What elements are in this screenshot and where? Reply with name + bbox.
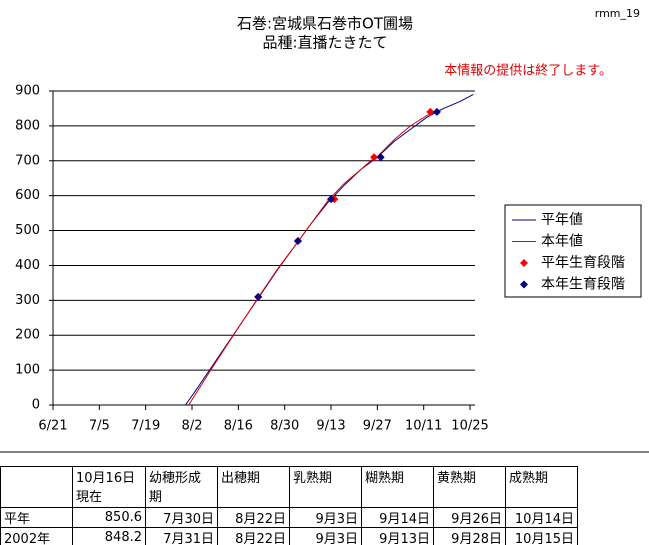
header-text: 期 <box>149 490 163 505</box>
header-text: 出穂期 <box>221 471 261 486</box>
chart-subtitle: 品種:直播たきたて <box>262 34 387 52</box>
y-tick-label: 100 <box>15 363 40 378</box>
chart-title: 石巻:宮城県石巻市OT圃場 <box>237 15 413 33</box>
stage-marker <box>376 153 385 162</box>
legend-marker <box>520 259 528 267</box>
table-cell: 9月13日 <box>361 527 434 545</box>
series-line <box>188 110 438 406</box>
table-row: 2002年 848.2 7月31日 8月22日 9月3日 9月13日 9月28日 10月15日 <box>0 527 578 545</box>
stage-marker <box>327 195 336 204</box>
y-tick-label: 300 <box>15 293 40 308</box>
header-text: 成熟期 <box>509 471 549 486</box>
x-tick-label: 7/19 <box>131 419 160 434</box>
stage-marker <box>254 292 263 301</box>
table-cell: 黄熟期 <box>433 466 506 508</box>
stage-marker <box>370 153 379 162</box>
legend-label: 本年生育段階 <box>541 277 625 293</box>
table-cell: 7月30日 <box>145 507 218 528</box>
table-cell: 10月15日 <box>505 527 578 545</box>
table-cell: 8月22日 <box>217 507 290 528</box>
table-cell: 848.2 <box>72 527 146 545</box>
x-tick-label: 7/5 <box>89 419 110 434</box>
x-tick-label: 8/2 <box>182 419 203 434</box>
y-tick-label: 700 <box>15 153 40 168</box>
x-tick-label: 8/16 <box>224 419 253 434</box>
table-cell: 9月26日 <box>433 507 506 528</box>
table-cell: 幼穂形成期 <box>145 466 218 508</box>
legend-label: 平年値 <box>541 212 583 228</box>
header-text: 乳熟期 <box>293 471 333 486</box>
legend-label: 平年生育段階 <box>541 255 625 271</box>
header-text: 黄熟期 <box>437 471 477 486</box>
table-cell: 成熟期 <box>505 466 578 508</box>
y-tick-label: 0 <box>32 398 40 413</box>
series-line <box>184 94 474 406</box>
header-text: 幼穂形成 <box>149 471 202 486</box>
table-cell: 9月28日 <box>433 527 506 545</box>
table-cell: 7月31日 <box>145 527 218 545</box>
y-tick-label: 500 <box>15 223 40 238</box>
y-tick-label: 800 <box>15 118 40 133</box>
table-cell: 出穂期 <box>217 466 290 508</box>
stage-marker <box>293 237 302 246</box>
x-tick-label: 8/30 <box>270 419 299 434</box>
table-cell: 乳熟期 <box>289 466 362 508</box>
table-cell: 2002年 <box>0 527 73 545</box>
stage-marker <box>432 107 441 116</box>
x-tick-label: 10/11 <box>405 419 442 434</box>
header-text: 現在 <box>76 490 103 505</box>
table-cell: 850.6 <box>72 507 146 528</box>
header-text: 糊熟期 <box>365 471 405 486</box>
x-tick-label: 9/27 <box>363 419 392 434</box>
legend-marker <box>520 280 528 289</box>
table-header: 10月16日 現在 幼穂形成期出穂期 乳熟期 糊熟期 黄熟期 成熟期 <box>0 466 578 508</box>
table-cell: 9月3日 <box>289 527 362 545</box>
x-tick-label: 6/21 <box>38 419 67 434</box>
x-tick-label: 10/25 <box>451 419 488 434</box>
table-cell: 9月3日 <box>289 507 362 528</box>
y-tick-label: 200 <box>15 328 40 343</box>
table-cell: 10月16日 現在 <box>72 466 146 508</box>
table-cell: 8月22日 <box>217 527 290 545</box>
table-cell: 糊熟期 <box>361 466 434 508</box>
table-cell: 10月14日 <box>505 507 578 528</box>
y-tick-label: 900 <box>15 84 40 99</box>
corner-label: rmm_19 <box>595 7 640 20</box>
stage-table: 10月16日 現在 幼穂形成期出穂期 乳熟期 糊熟期 黄熟期 成熟期 平年 850.6 7月30日… <box>0 466 578 545</box>
y-tick-label: 600 <box>15 188 40 203</box>
table-cell: 9月14日 <box>361 507 434 528</box>
table-cell <box>0 466 73 508</box>
stage-marker <box>426 107 435 116</box>
legend-label: 本年値 <box>541 234 583 250</box>
table-cell: 平年 <box>0 507 73 528</box>
x-tick-label: 9/13 <box>316 419 345 434</box>
header-text: 10月16日 <box>76 471 136 486</box>
table-row: 平年 850.6 7月30日 8月22日 9月3日 9月14日 9月26日 10月14日 <box>0 507 578 528</box>
y-tick-label: 400 <box>15 258 40 273</box>
annotation: 本情報の提供は終了します。 <box>444 63 612 79</box>
